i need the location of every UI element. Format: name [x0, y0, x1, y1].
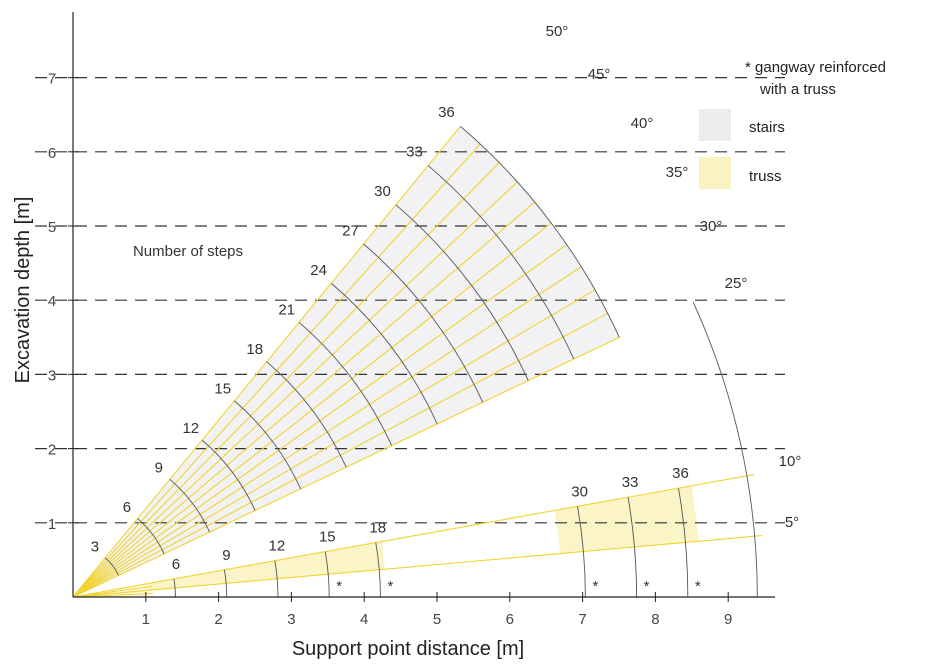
- x-tick-label-7: 7: [578, 611, 586, 628]
- asterisk-30: *: [592, 578, 598, 595]
- stairs-arc-24: [331, 282, 438, 425]
- stairs-step-label-15: 15: [214, 380, 231, 397]
- stairs-step-label-27: 27: [342, 222, 359, 239]
- stairs-step-label-21: 21: [278, 301, 295, 318]
- stairs-step-label-18: 18: [246, 341, 263, 358]
- footnote-line-1: * gangway reinforced: [745, 59, 886, 76]
- legend-label-truss: truss: [749, 168, 782, 185]
- x-tick-label-1: 1: [142, 611, 150, 628]
- asterisk-18: *: [387, 578, 393, 595]
- truss-step-label-33: 33: [622, 474, 639, 491]
- angle-label-30: 30°: [700, 218, 723, 235]
- truss-step-label-6: 6: [172, 556, 180, 573]
- stairs-step-label-6: 6: [123, 499, 131, 516]
- stairs-arc-9: [169, 478, 210, 533]
- angle-label-5: 5°: [785, 514, 799, 531]
- ray-5: [72, 535, 763, 598]
- outer-arc-low: [692, 302, 758, 598]
- stairs-arc-36: [460, 126, 620, 338]
- stairs-arc-33: [427, 165, 575, 360]
- x-tick-label-2: 2: [214, 611, 222, 628]
- angle-label-35: 35°: [666, 164, 689, 181]
- legend-label-stairs: stairs: [749, 119, 785, 136]
- angle-label-45: 45°: [588, 66, 611, 83]
- stairs-arc-12: [201, 439, 256, 511]
- stairs-step-label-9: 9: [155, 459, 163, 476]
- angle-label-10: 10°: [779, 453, 802, 470]
- footnote-line-2: with a truss: [759, 81, 836, 98]
- asterisk-36: *: [695, 578, 701, 595]
- stairs-arc-15: [234, 400, 302, 490]
- truss-arc-30: [577, 506, 586, 598]
- x-tick-label-3: 3: [287, 611, 295, 628]
- truss-sector-fill-inner: [147, 541, 385, 591]
- stairs-step-label-12: 12: [182, 420, 199, 437]
- y-tick-label-1: 1: [48, 516, 56, 533]
- x-tick-label-8: 8: [651, 611, 659, 628]
- ray-10: [72, 474, 755, 598]
- legend-swatch-truss: [699, 157, 731, 189]
- truss-step-label-18: 18: [369, 520, 386, 537]
- truss-step-label-9: 9: [222, 547, 230, 564]
- ray-small-7.5: [72, 585, 153, 598]
- y-axis-title: Excavation depth [m]: [12, 197, 34, 384]
- truss-step-label-15: 15: [319, 529, 336, 546]
- asterisk-15: *: [336, 578, 342, 595]
- y-tick-label-2: 2: [48, 442, 56, 459]
- stairs-step-label-30: 30: [374, 183, 391, 200]
- y-tick-label-4: 4: [48, 293, 56, 310]
- x-tick-label-4: 4: [360, 611, 368, 628]
- y-tick-label-7: 7: [48, 71, 56, 88]
- annotation-number-of-steps: Number of steps: [133, 243, 243, 260]
- asterisk-33: *: [644, 578, 650, 595]
- truss-arc-36: [678, 488, 689, 598]
- x-tick-label-6: 6: [506, 611, 514, 628]
- y-tick-label-5: 5: [48, 219, 56, 236]
- stairs-step-label-24: 24: [310, 262, 327, 279]
- angle-label-50: 50°: [546, 23, 569, 40]
- stairs-arc-30: [395, 204, 529, 381]
- legend-swatch-stairs: [699, 109, 731, 141]
- truss-step-label-30: 30: [571, 483, 588, 500]
- stairs-arc-3: [104, 557, 119, 576]
- truss-step-label-36: 36: [672, 465, 689, 482]
- y-tick-label-3: 3: [48, 367, 56, 384]
- angle-label-40: 40°: [631, 115, 654, 132]
- stairs-arc-18: [266, 361, 347, 468]
- stairs-sector-fill: [73, 126, 620, 597]
- stairs-step-label-3: 3: [91, 538, 99, 555]
- stairs-step-label-36: 36: [438, 104, 455, 121]
- x-axis-title: Support point distance [m]: [292, 638, 524, 660]
- x-tick-label-9: 9: [724, 611, 732, 628]
- truss-sector-fill-outer: [554, 485, 699, 554]
- outer-arc-gap: [619, 302, 693, 337]
- x-tick-label-5: 5: [433, 611, 441, 628]
- truss-step-label-12: 12: [268, 538, 285, 555]
- stairs-arc-27: [363, 243, 484, 403]
- angle-label-25: 25°: [725, 275, 748, 292]
- y-tick-label-6: 6: [48, 145, 56, 162]
- stairs-step-label-33: 33: [406, 143, 423, 160]
- truss-arc-33: [627, 497, 638, 598]
- stairs-arc-21: [298, 322, 393, 446]
- stairs-arc-6: [137, 518, 165, 554]
